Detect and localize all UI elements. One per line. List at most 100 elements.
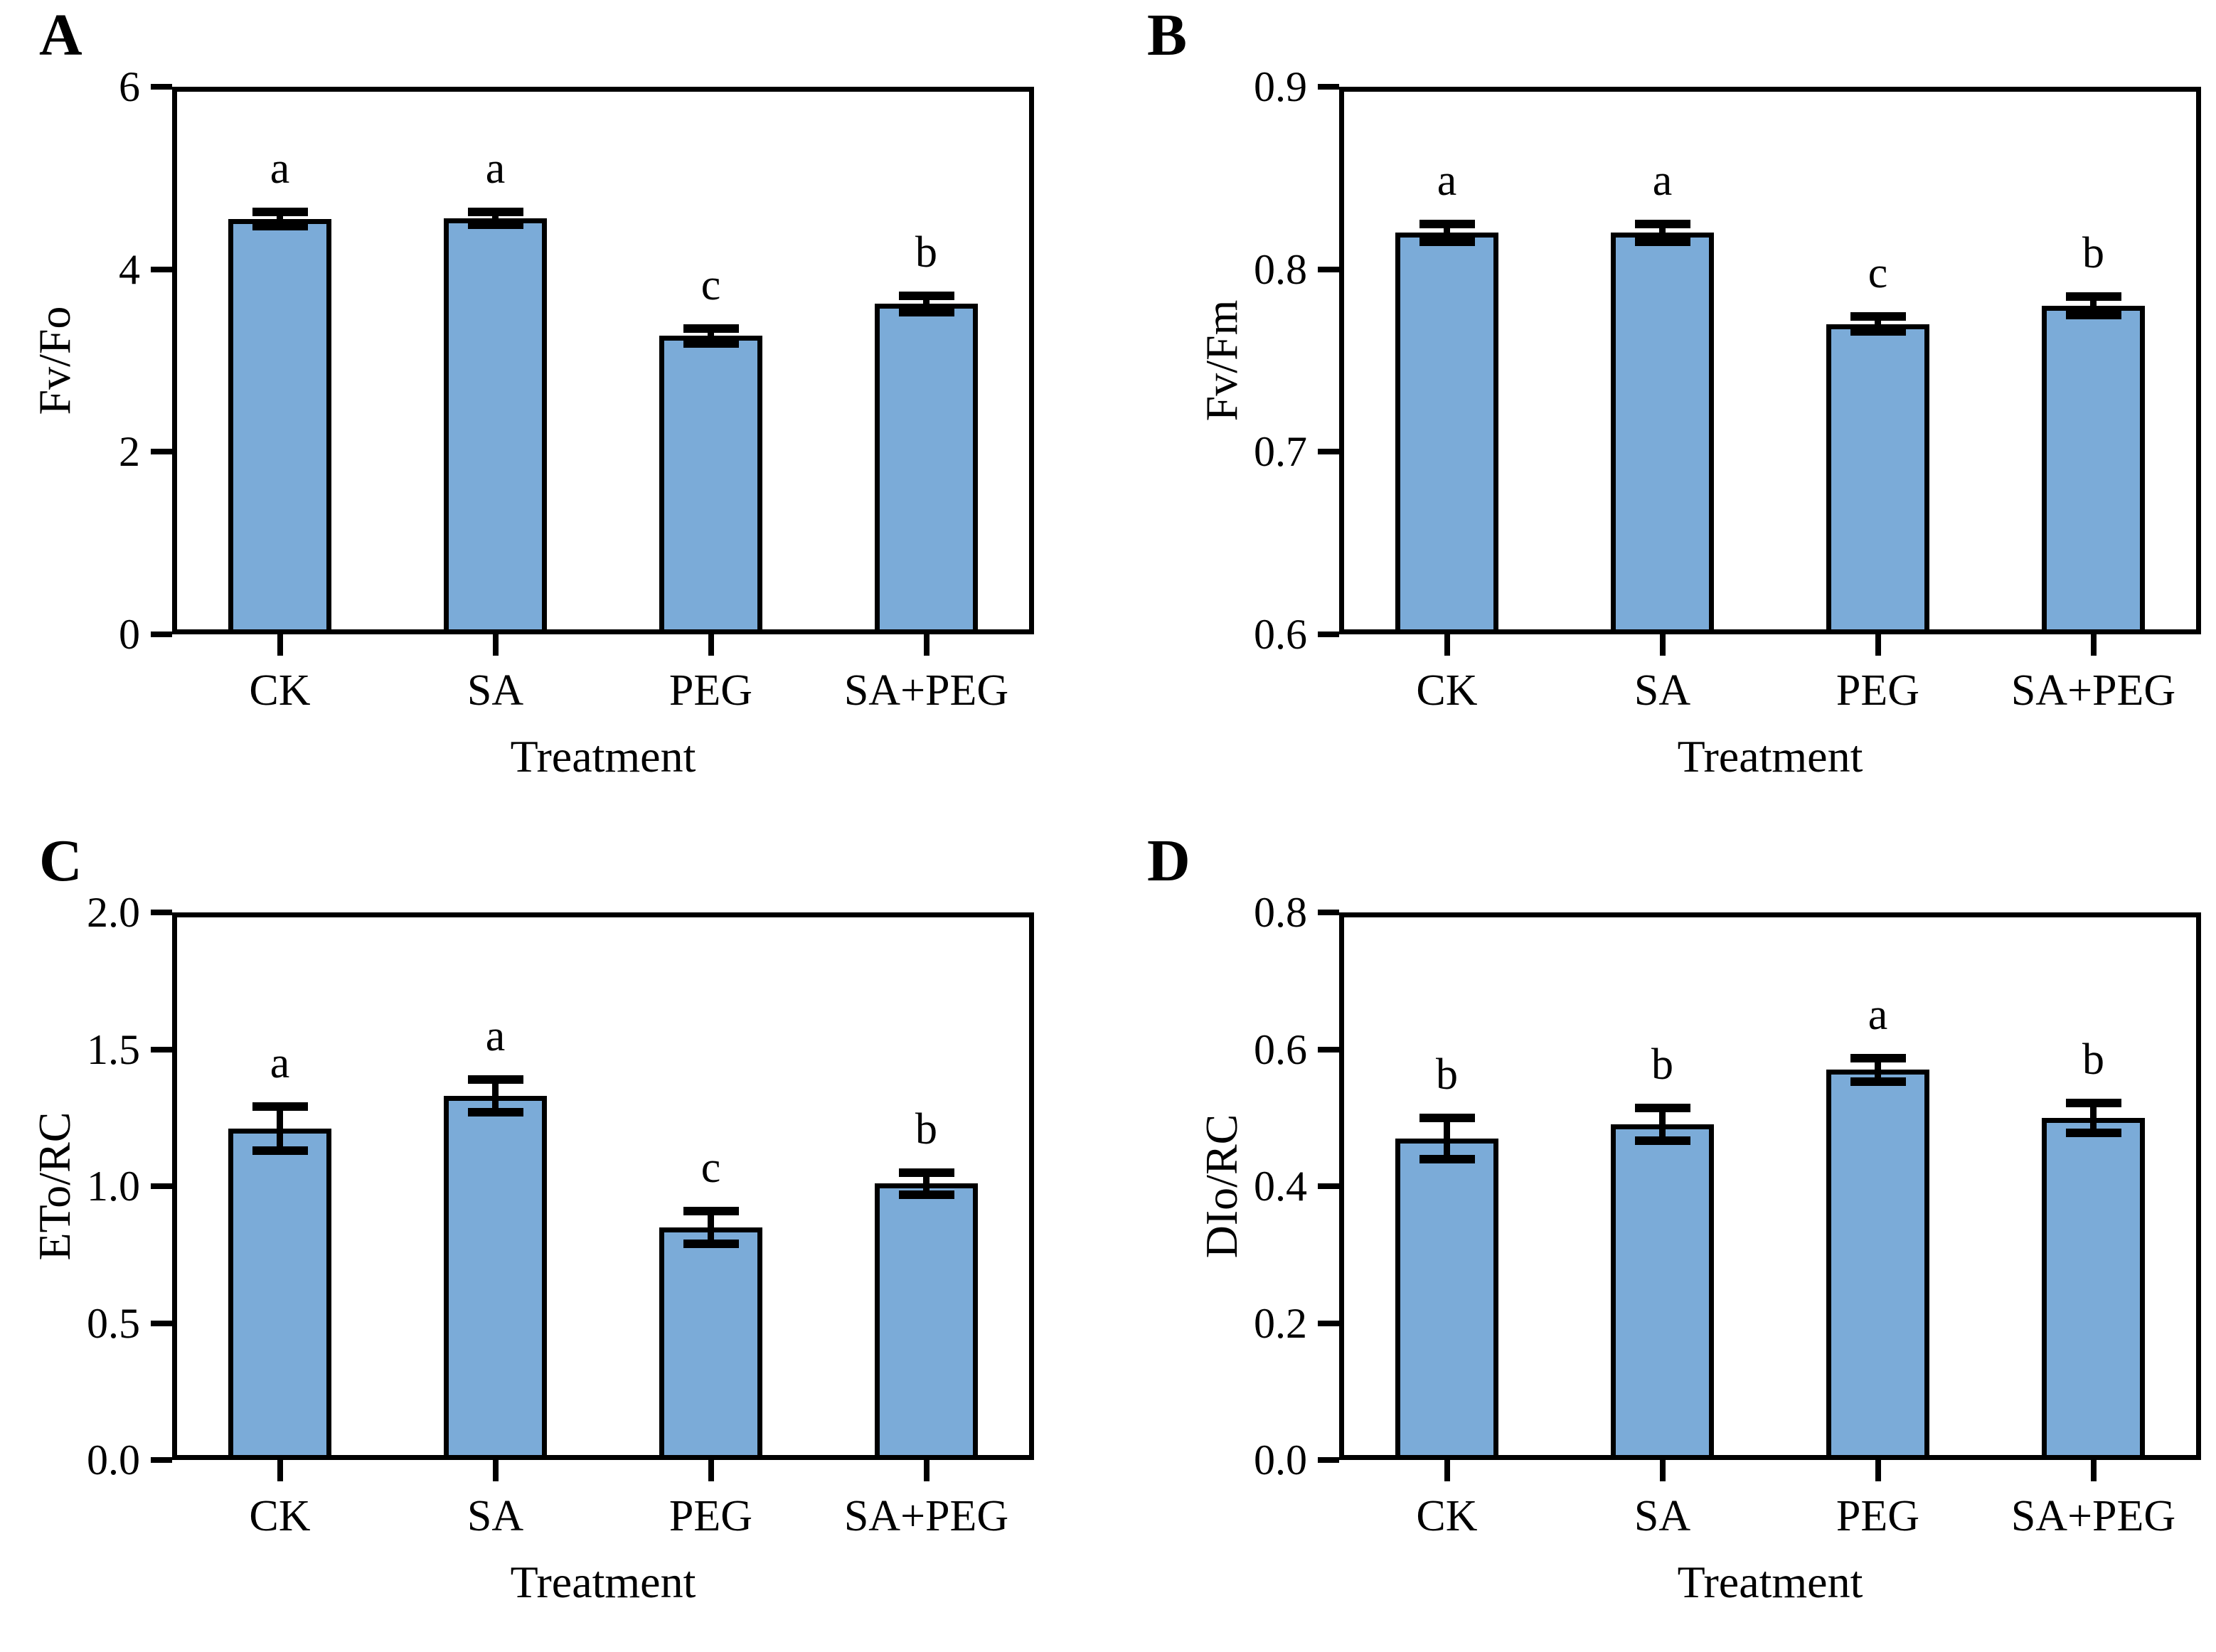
bar xyxy=(659,336,762,634)
y-tick-mark xyxy=(151,84,172,90)
error-bar-cap-top xyxy=(467,207,523,216)
y-tick-mark xyxy=(151,1046,172,1053)
error-bar-cap-top xyxy=(898,1168,954,1177)
error-bar-cap-bottom xyxy=(467,220,523,229)
error-bar-cap-bottom xyxy=(898,307,954,316)
bar xyxy=(1611,233,1714,634)
y-tick-label: 0 xyxy=(119,611,140,658)
error-bar-cap-top xyxy=(1419,1113,1475,1122)
panel-a-y-axis-title: Fv/Fo xyxy=(29,306,80,415)
error-bar-cap-top xyxy=(1419,219,1475,228)
panel-b: B Fv/Fm Treatment 0.6 0.7 0.8 0.9 a CK a SA c PEG… xyxy=(1108,0,2216,826)
x-category-label: PEG xyxy=(668,666,753,715)
panel-a: A Fv/Fo Treatment 0 2 4 6 a CK a SA c PEG b SA+PEG xyxy=(0,0,1108,826)
y-tick-mark xyxy=(151,910,172,915)
y-tick-mark xyxy=(1318,84,1339,90)
significance-letter: a xyxy=(1652,156,1673,205)
significance-letter: a xyxy=(1868,991,1888,1039)
x-category-label: PEG xyxy=(1836,666,1920,715)
error-bar-cap-bottom xyxy=(252,1146,308,1155)
error-bar-cap-bottom xyxy=(467,1108,523,1117)
y-tick-mark xyxy=(151,632,172,637)
y-tick-label: 0.8 xyxy=(1254,889,1307,936)
error-bar-line xyxy=(492,211,499,225)
error-bar-cap-bottom xyxy=(898,1190,954,1199)
significance-letter: c xyxy=(701,1143,721,1192)
x-tick-mark xyxy=(923,634,929,656)
x-tick-mark xyxy=(1875,1460,1881,1481)
y-tick-label: 0.2 xyxy=(1254,1299,1307,1347)
y-tick-label: 0.0 xyxy=(87,1437,140,1483)
y-tick-mark xyxy=(151,266,172,272)
x-tick-mark xyxy=(1875,634,1881,656)
significance-letter: a xyxy=(270,144,290,193)
y-tick-label: 6 xyxy=(119,63,140,110)
error-bar-cap-bottom xyxy=(1634,238,1690,247)
y-tick-mark xyxy=(1318,1457,1339,1463)
x-category-label: CK xyxy=(249,666,311,715)
error-bar-cap-top xyxy=(1634,219,1690,228)
bar xyxy=(875,304,978,634)
y-tick-label: 2.0 xyxy=(87,889,140,936)
bar xyxy=(1395,1138,1498,1460)
x-category-label: SA xyxy=(467,1492,524,1540)
bar xyxy=(1826,1070,1929,1460)
panel-b-letter: B xyxy=(1147,2,1188,68)
significance-letter: b xyxy=(1436,1050,1458,1099)
x-category-label: SA+PEG xyxy=(2010,666,2176,715)
error-bar-cap-top xyxy=(1850,312,1906,321)
significance-letter: b xyxy=(1651,1040,1673,1089)
panel-b-x-axis-title: Treatment xyxy=(1677,731,1863,782)
error-bar-line xyxy=(923,1172,929,1195)
y-tick-mark xyxy=(151,1320,172,1326)
panel-a-x-axis-title: Treatment xyxy=(510,731,696,782)
y-tick-label: 0.8 xyxy=(1254,245,1307,293)
y-tick-mark xyxy=(151,1183,172,1189)
panel-a-letter: A xyxy=(39,2,82,68)
error-bar-line xyxy=(1659,223,1666,243)
y-tick-label: 0.5 xyxy=(87,1299,140,1347)
x-tick-mark xyxy=(1444,1460,1450,1481)
y-tick-label: 0.7 xyxy=(1254,428,1307,476)
x-tick-mark xyxy=(708,1460,714,1481)
y-tick-mark xyxy=(1318,632,1339,637)
y-tick-label: 1.0 xyxy=(87,1163,140,1210)
y-tick-label: 0.6 xyxy=(1254,1025,1307,1073)
error-bar-line xyxy=(1875,316,1881,331)
error-bar-cap-top xyxy=(467,1075,523,1084)
error-bar-line xyxy=(1875,1058,1881,1082)
x-tick-mark xyxy=(492,634,499,656)
error-bar-cap-top xyxy=(683,324,739,334)
panel-c: C ETo/RC Treatment 0.0 0.5 1.0 1.5 2.0 a CK a SA… xyxy=(0,826,1108,1651)
error-bar-line xyxy=(1659,1108,1666,1141)
bar xyxy=(1611,1124,1714,1460)
y-tick-mark xyxy=(1318,910,1339,915)
y-tick-label: 0.9 xyxy=(1254,63,1307,110)
bar xyxy=(444,218,547,634)
error-bar-cap-top xyxy=(252,1102,308,1112)
bar xyxy=(228,219,331,634)
y-tick-mark xyxy=(1318,449,1339,455)
error-bar-cap-bottom xyxy=(1419,238,1475,247)
x-category-label: SA+PEG xyxy=(843,1492,1009,1540)
error-bar-line xyxy=(1444,1117,1450,1159)
x-tick-mark xyxy=(277,634,283,656)
bar xyxy=(2042,1117,2145,1460)
y-tick-label: 0.6 xyxy=(1254,611,1307,658)
error-bar-line xyxy=(2090,297,2097,315)
y-tick-mark xyxy=(1318,1183,1339,1189)
error-bar-cap-bottom xyxy=(1634,1136,1690,1146)
error-bar-cap-top xyxy=(2065,1098,2121,1107)
panel-c-x-axis-title: Treatment xyxy=(510,1557,696,1607)
y-tick-mark xyxy=(1318,266,1339,272)
error-bar-line xyxy=(708,329,714,343)
error-bar-cap-bottom xyxy=(683,339,739,348)
error-bar-cap-bottom xyxy=(1850,1077,1906,1086)
x-category-label: SA xyxy=(467,666,524,715)
x-tick-mark xyxy=(2090,1460,2097,1481)
bar xyxy=(875,1183,978,1460)
y-tick-mark xyxy=(151,1457,172,1463)
error-bar-cap-bottom xyxy=(1850,326,1906,336)
error-bar-cap-bottom xyxy=(252,222,308,231)
